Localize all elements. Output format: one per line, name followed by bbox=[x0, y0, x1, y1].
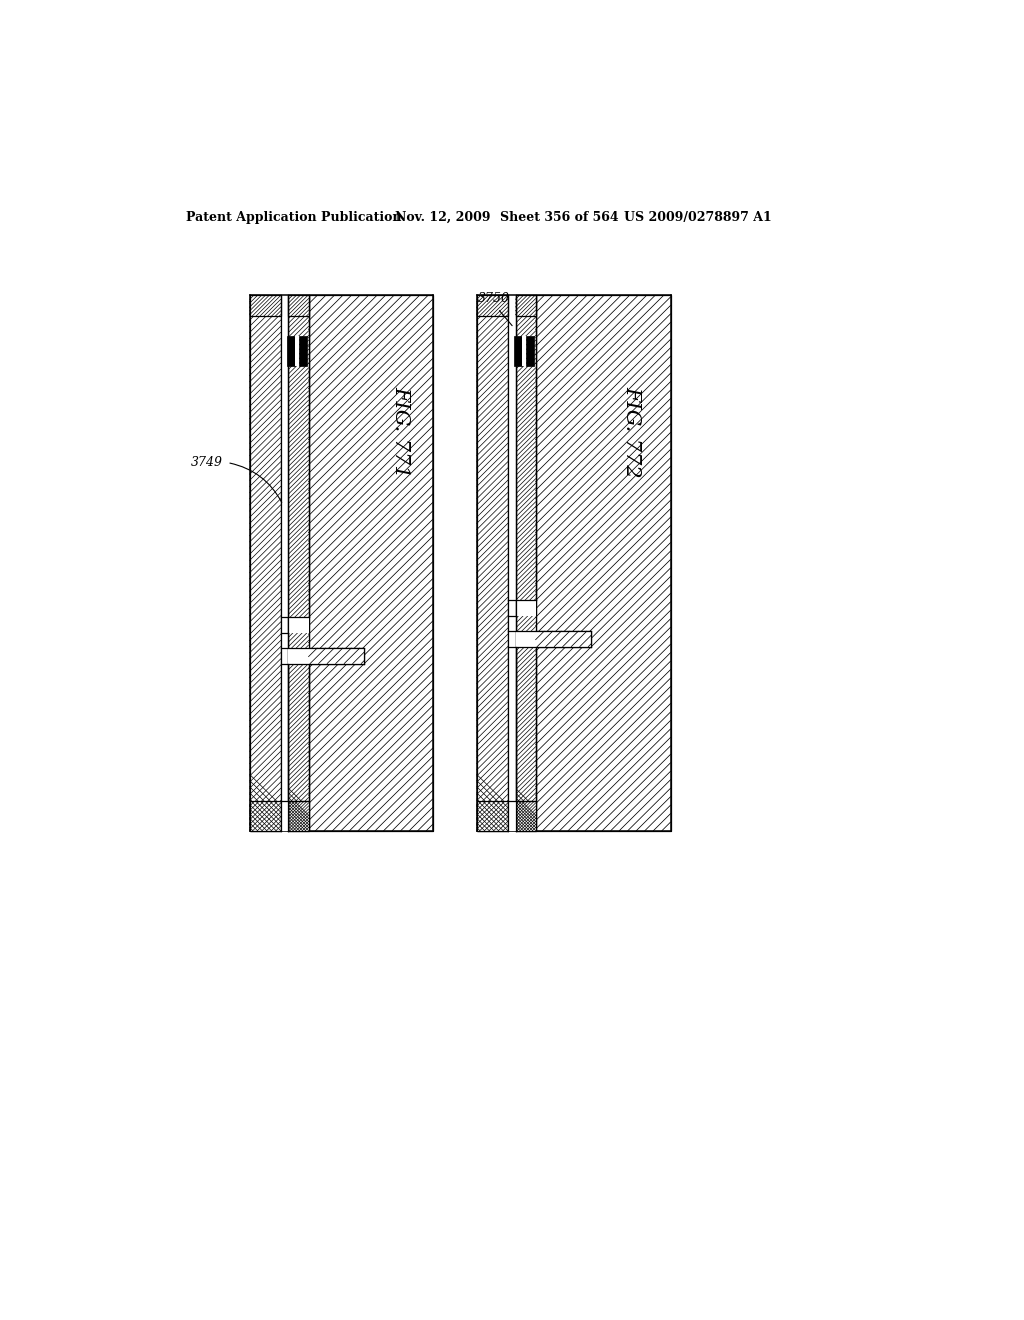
Bar bbox=[250, 801, 281, 830]
Bar bbox=[250, 296, 281, 317]
Text: Sheet 356 of 564: Sheet 356 of 564 bbox=[500, 211, 618, 224]
Bar bbox=[522, 335, 525, 367]
Bar bbox=[281, 296, 289, 830]
Bar bbox=[289, 801, 308, 830]
Bar bbox=[477, 296, 508, 830]
Bar bbox=[308, 296, 432, 830]
Bar bbox=[289, 296, 308, 830]
Bar bbox=[281, 801, 289, 830]
Bar bbox=[477, 296, 508, 317]
Text: 3749: 3749 bbox=[191, 455, 223, 469]
Text: Patent Application Publication: Patent Application Publication bbox=[186, 211, 401, 224]
Bar bbox=[525, 335, 535, 367]
Bar bbox=[308, 648, 365, 664]
Text: FIG. 772: FIG. 772 bbox=[623, 385, 641, 478]
Bar bbox=[515, 601, 536, 615]
Bar bbox=[289, 648, 365, 664]
Text: US 2009/0278897 A1: US 2009/0278897 A1 bbox=[624, 211, 772, 224]
Bar bbox=[508, 801, 515, 830]
Bar bbox=[508, 296, 515, 830]
Bar bbox=[514, 335, 522, 367]
Bar bbox=[250, 296, 281, 830]
Bar bbox=[477, 801, 508, 830]
Bar bbox=[299, 335, 307, 367]
Text: 3750: 3750 bbox=[478, 292, 510, 305]
Bar bbox=[289, 618, 308, 632]
Bar bbox=[289, 296, 308, 317]
Bar bbox=[515, 801, 536, 830]
Bar bbox=[515, 296, 536, 830]
Bar bbox=[287, 335, 295, 367]
Bar bbox=[515, 631, 592, 647]
Bar bbox=[536, 631, 592, 647]
Text: Nov. 12, 2009: Nov. 12, 2009 bbox=[395, 211, 490, 224]
Bar bbox=[536, 296, 671, 830]
Text: FIG. 771: FIG. 771 bbox=[391, 385, 411, 478]
Bar bbox=[515, 296, 536, 317]
Bar bbox=[295, 335, 299, 367]
